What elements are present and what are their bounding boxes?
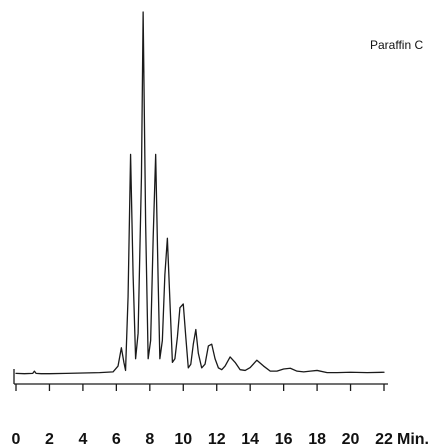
- x-tick-label-6: 6: [112, 431, 121, 447]
- x-tick-label-22: 22: [375, 431, 393, 447]
- x-tick-label-0: 0: [12, 431, 21, 447]
- x-tick-label-18: 18: [308, 431, 326, 447]
- x-axis-unit-label: Min.: [397, 431, 429, 447]
- x-tick-label-12: 12: [208, 431, 226, 447]
- x-tick-label-14: 14: [241, 431, 259, 447]
- chromatogram-trace: [15, 11, 385, 375]
- x-tick-label-20: 20: [342, 431, 360, 447]
- x-tick-label-8: 8: [145, 431, 154, 447]
- x-tick-label-16: 16: [275, 431, 293, 447]
- x-tick-label-4: 4: [78, 431, 87, 447]
- chart-annotation: Paraffin C: [370, 38, 423, 52]
- x-tick-label-2: 2: [45, 431, 54, 447]
- x-axis-tick-labels: 0 2 4 6 8 10 12 14 16 18 20 22: [12, 431, 393, 447]
- x-axis-ticks: [15, 384, 385, 391]
- x-tick-label-10: 10: [174, 431, 192, 447]
